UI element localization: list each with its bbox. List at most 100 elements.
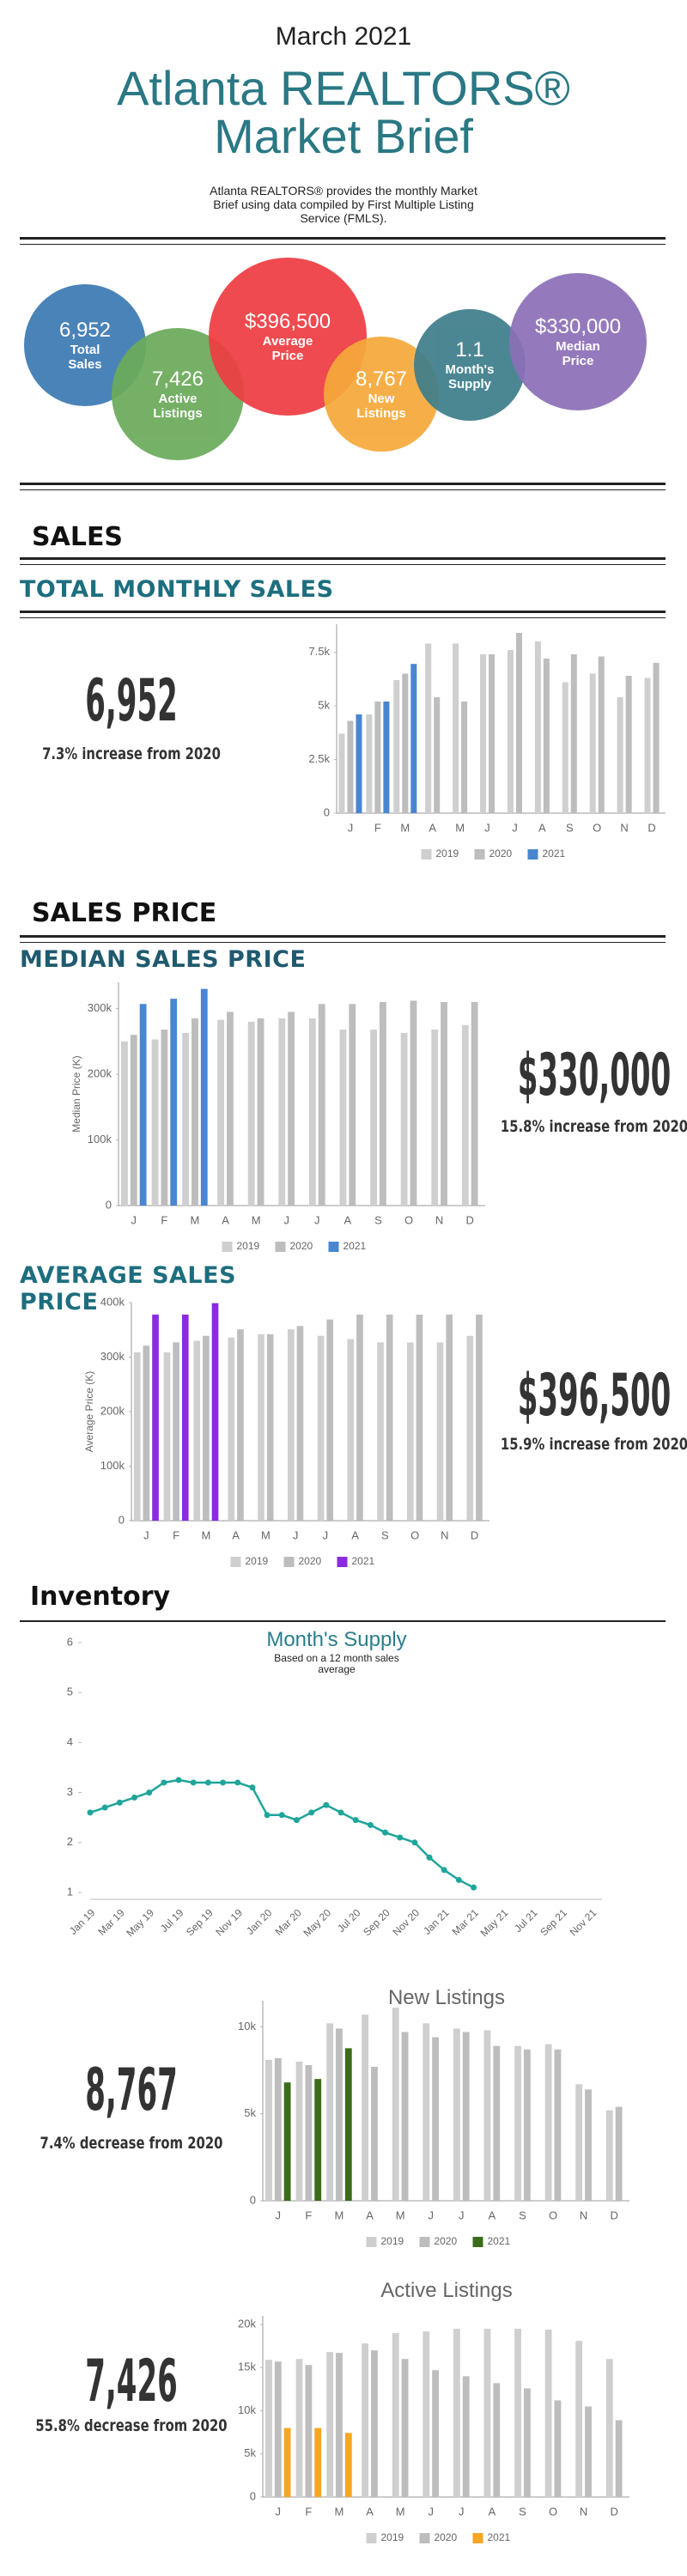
bar [383, 702, 390, 813]
bar [644, 677, 651, 813]
legend-swatch [419, 2237, 430, 2247]
bubble-label: Total Sales [68, 343, 102, 372]
legend-label: 2020 [290, 1240, 313, 1252]
legend-label: 2020 [435, 2531, 458, 2543]
bar [446, 1314, 453, 1521]
x-tick-label: J [512, 821, 518, 834]
chart-subtitle: Based on a 12 month sales average [274, 1652, 399, 1675]
y-tick-label: 300k [100, 1350, 125, 1363]
y-tick-label: 100k [100, 1459, 125, 1472]
x-tick-label: J [293, 1528, 299, 1541]
bar [133, 1352, 141, 1521]
legend-label: 2021 [543, 848, 566, 860]
divider [20, 935, 666, 943]
bar [598, 656, 605, 813]
bar [462, 2032, 470, 2201]
bar [585, 2406, 592, 2497]
bubble: $330,000 Median Price [509, 273, 647, 410]
x-tick-label: S [374, 1213, 382, 1226]
legend-swatch [472, 2533, 483, 2543]
point [220, 1779, 227, 1786]
x-tick-label: Sep 21 [538, 1906, 569, 1938]
bar [152, 1314, 159, 1521]
bar [347, 1339, 355, 1521]
bar [283, 2082, 291, 2201]
x-tick-label: O [404, 1213, 413, 1226]
bar [410, 1000, 417, 1206]
x-tick-label: A [366, 2505, 374, 2518]
bar [615, 2106, 623, 2201]
x-tick-label: S [519, 2208, 526, 2221]
bar [130, 1035, 137, 1206]
bar [161, 1030, 168, 1206]
bar [347, 720, 354, 813]
x-tick-label: Mar 21 [450, 1906, 482, 1938]
x-tick-label: M [335, 2208, 344, 2221]
y-tick-label: 0 [119, 1513, 125, 1526]
x-tick-label: N [435, 1213, 443, 1226]
bar [203, 1335, 210, 1521]
chart-title: New Listings [387, 1986, 506, 2009]
bar [192, 1018, 198, 1206]
x-tick-label: F [161, 1213, 167, 1226]
x-tick-label: Jan 21 [421, 1906, 452, 1937]
bar [371, 2350, 378, 2497]
point [146, 1789, 153, 1796]
legend-label: 2019 [381, 2235, 404, 2247]
bar [605, 2359, 613, 2497]
bar [432, 2370, 440, 2497]
x-tick-label: A [429, 821, 436, 834]
x-tick-label: J [428, 2208, 434, 2221]
bar [393, 680, 400, 813]
legend-label: 2021 [488, 2531, 511, 2543]
x-tick-label: F [305, 2208, 312, 2221]
legend-swatch [230, 1557, 241, 1567]
bar [471, 1001, 478, 1206]
bar [338, 733, 345, 813]
point [234, 1779, 241, 1786]
bar [605, 2110, 613, 2201]
bar [400, 1032, 408, 1206]
bar [143, 1346, 150, 1521]
point [323, 1801, 330, 1808]
bar [436, 1342, 444, 1521]
bar [461, 702, 468, 813]
bar [274, 2361, 282, 2497]
y-tick-label: 10k [238, 2403, 256, 2416]
divider [20, 483, 666, 490]
bar [554, 2049, 562, 2201]
x-tick-label: J [348, 821, 354, 834]
point [204, 1779, 211, 1786]
bar [314, 2079, 322, 2201]
x-tick-label: D [611, 2505, 618, 2518]
legend-swatch [474, 849, 485, 860]
bar [431, 1030, 439, 1206]
y-tick-label: 0 [324, 805, 330, 818]
bar [217, 1019, 225, 1206]
x-tick-label: F [173, 1528, 179, 1541]
x-tick-label: Nov 20 [390, 1906, 422, 1938]
x-tick-label: N [620, 821, 628, 834]
bar [362, 2014, 369, 2201]
bar [377, 1342, 384, 1521]
x-tick-label: M [335, 2505, 344, 2518]
x-tick-label: M [396, 2208, 405, 2221]
x-tick-label: D [466, 1213, 474, 1226]
y-tick-label: 400k [100, 1295, 125, 1308]
x-tick-label: J [428, 2505, 434, 2518]
bar [318, 1004, 325, 1206]
x-tick-label: F [305, 2505, 312, 2518]
bar [314, 2427, 322, 2497]
bar [288, 1012, 295, 1206]
point [264, 1812, 271, 1819]
bar [534, 641, 541, 813]
y-tick-label: 6 [67, 1635, 73, 1648]
bar [507, 650, 514, 813]
bar [575, 2341, 583, 2497]
divider [20, 237, 666, 245]
legend-label: 2020 [489, 848, 513, 860]
x-tick-label: A [351, 1528, 359, 1541]
bubble-value: $396,500 [244, 310, 331, 333]
x-tick-label: Nov 19 [213, 1906, 245, 1938]
date: March 2021 [275, 22, 412, 51]
